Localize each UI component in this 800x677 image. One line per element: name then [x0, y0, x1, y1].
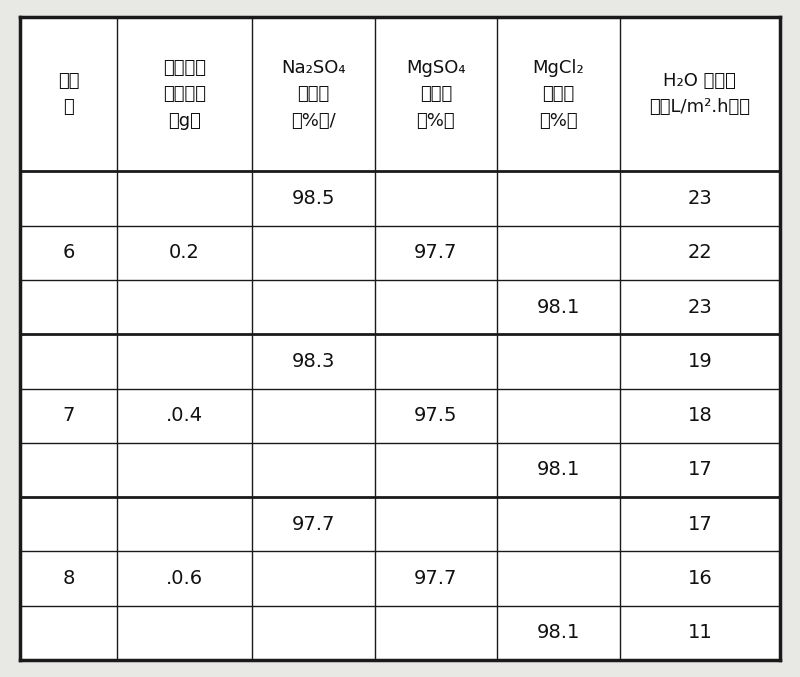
Text: 17: 17 — [687, 460, 712, 479]
Text: 聚乙烯亚
胺投料量
（g）: 聚乙烯亚 胺投料量 （g） — [163, 59, 206, 129]
Text: 97.7: 97.7 — [414, 569, 458, 588]
Text: MgCl₂
截留率
（%）: MgCl₂ 截留率 （%） — [533, 59, 584, 129]
Text: 0.2: 0.2 — [170, 243, 200, 262]
Text: 18: 18 — [687, 406, 712, 425]
Text: 6: 6 — [62, 243, 74, 262]
Text: 98.1: 98.1 — [537, 460, 580, 479]
Text: Na₂SO₄
截留率
（%）/: Na₂SO₄ 截留率 （%）/ — [281, 59, 346, 129]
Text: .0.6: .0.6 — [166, 569, 203, 588]
Text: 97.7: 97.7 — [292, 515, 335, 533]
Text: 8: 8 — [62, 569, 74, 588]
Text: 16: 16 — [687, 569, 712, 588]
Text: 17: 17 — [687, 515, 712, 533]
Text: .0.4: .0.4 — [166, 406, 203, 425]
Text: 22: 22 — [687, 243, 712, 262]
Text: 23: 23 — [687, 298, 712, 317]
Text: MgSO₄
截留率
（%）: MgSO₄ 截留率 （%） — [406, 59, 466, 129]
Text: 98.1: 98.1 — [537, 298, 580, 317]
Text: 7: 7 — [62, 406, 74, 425]
Text: 98.1: 98.1 — [537, 624, 580, 642]
Text: 11: 11 — [687, 624, 712, 642]
Text: 98.3: 98.3 — [292, 352, 335, 371]
Text: 19: 19 — [687, 352, 712, 371]
Text: 实施
例: 实施 例 — [58, 72, 79, 116]
Text: 23: 23 — [687, 189, 712, 208]
Text: 98.5: 98.5 — [292, 189, 335, 208]
Text: 97.5: 97.5 — [414, 406, 458, 425]
Text: H₂O 产水量
（（L/m².h））: H₂O 产水量 （（L/m².h）） — [650, 72, 750, 116]
Text: 97.7: 97.7 — [414, 243, 458, 262]
